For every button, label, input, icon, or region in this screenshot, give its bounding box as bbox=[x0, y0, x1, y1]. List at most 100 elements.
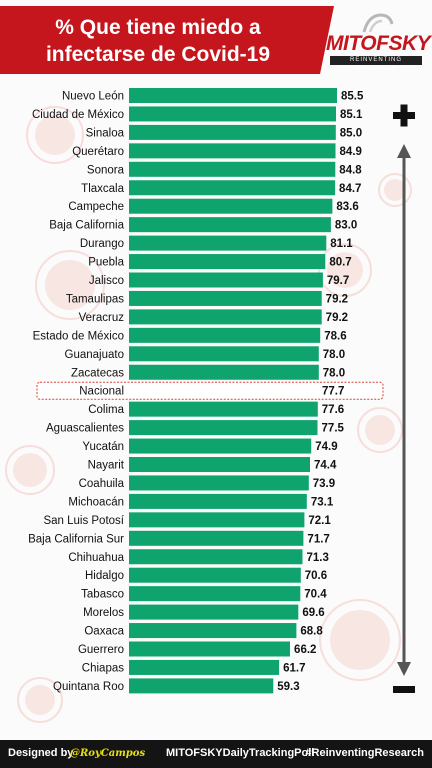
value-label: 73.9 bbox=[313, 478, 335, 490]
bar bbox=[129, 198, 333, 214]
category-label: Guerrero bbox=[78, 644, 124, 656]
bar bbox=[129, 623, 297, 639]
category-label: Chihuahua bbox=[68, 552, 124, 564]
bar bbox=[129, 217, 331, 233]
category-label: Nuevo León bbox=[62, 91, 124, 103]
footer-author: @RoyCampos bbox=[70, 748, 146, 759]
minus-icon bbox=[393, 686, 415, 693]
category-label: Puebla bbox=[88, 257, 124, 269]
value-label: 70.6 bbox=[305, 570, 327, 582]
bar bbox=[129, 438, 312, 454]
value-label: 85.0 bbox=[340, 127, 362, 139]
value-label: 85.1 bbox=[340, 109, 363, 121]
value-label: 70.4 bbox=[304, 589, 327, 601]
value-label: 71.3 bbox=[306, 552, 328, 564]
category-label: Tlaxcala bbox=[81, 183, 124, 195]
value-label: 84.7 bbox=[339, 183, 361, 195]
category-label: Ciudad de México bbox=[32, 109, 124, 121]
bar bbox=[129, 383, 318, 399]
value-label: 73.1 bbox=[311, 496, 334, 508]
bar bbox=[129, 346, 319, 362]
value-label: 81.1 bbox=[330, 238, 353, 250]
bar bbox=[129, 327, 321, 343]
value-label: 77.7 bbox=[322, 386, 344, 398]
title-banner: % Que tiene miedo a infectarse de Covid-… bbox=[0, 6, 334, 74]
value-label: 77.5 bbox=[322, 423, 345, 435]
category-label: Yucatán bbox=[82, 441, 124, 453]
value-label: 78.0 bbox=[323, 349, 345, 361]
scale-indicator bbox=[393, 104, 415, 693]
category-label: Tamaulipas bbox=[66, 293, 124, 305]
value-label: 85.5 bbox=[341, 91, 364, 103]
brand-name: MITOFSKY bbox=[326, 32, 431, 55]
category-label: San Luis Potosí bbox=[43, 515, 124, 527]
value-label: 79.7 bbox=[327, 275, 349, 287]
category-label: Querétaro bbox=[72, 146, 124, 158]
bar bbox=[129, 549, 303, 565]
footer-hashtag: #ReinventingResearch bbox=[305, 747, 424, 759]
category-label: Zacatecas bbox=[71, 367, 124, 379]
value-label: 80.7 bbox=[329, 257, 351, 269]
bar bbox=[129, 88, 337, 103]
bar bbox=[129, 143, 336, 159]
bar bbox=[129, 401, 318, 417]
value-label: 61.7 bbox=[283, 662, 305, 674]
category-label: Jalisco bbox=[89, 275, 124, 287]
bar bbox=[129, 272, 323, 288]
bar bbox=[129, 309, 322, 325]
value-label: 71.7 bbox=[307, 533, 329, 545]
value-label: 83.0 bbox=[335, 220, 357, 232]
value-label: 77.6 bbox=[322, 404, 344, 416]
category-label: Baja California bbox=[49, 220, 124, 232]
bar bbox=[129, 235, 327, 251]
bar bbox=[129, 659, 280, 675]
category-label: Chiapas bbox=[82, 662, 124, 674]
bar bbox=[129, 493, 307, 509]
brand-emblem-icon bbox=[362, 13, 394, 33]
bar bbox=[129, 290, 322, 306]
value-label: 66.2 bbox=[294, 644, 316, 656]
category-label: Estado de México bbox=[33, 330, 124, 342]
category-label: Nacional bbox=[79, 386, 124, 398]
value-label: 79.2 bbox=[326, 312, 348, 324]
value-label: 78.0 bbox=[323, 367, 345, 379]
category-label: Hidalgo bbox=[85, 570, 124, 582]
footer-poll-name: MITOFSKYDailyTrackingPoll bbox=[166, 747, 315, 759]
bar bbox=[129, 457, 310, 472]
category-label: Sonora bbox=[87, 164, 125, 176]
category-label: Michoacán bbox=[68, 496, 124, 508]
bar bbox=[129, 530, 304, 546]
category-label: Oaxaca bbox=[84, 626, 124, 638]
bar bbox=[129, 567, 301, 583]
value-label: 84.9 bbox=[340, 146, 362, 158]
bar bbox=[129, 512, 305, 528]
value-label: 59.3 bbox=[277, 681, 299, 693]
bar bbox=[129, 604, 299, 620]
bar bbox=[129, 641, 290, 657]
bar bbox=[129, 124, 336, 140]
category-label: Tabasco bbox=[81, 589, 124, 601]
value-label: 68.8 bbox=[300, 626, 323, 638]
value-label: 79.2 bbox=[326, 293, 348, 305]
value-label: 72.1 bbox=[308, 515, 331, 527]
category-label: Campeche bbox=[68, 201, 124, 213]
value-label: 74.9 bbox=[315, 441, 337, 453]
category-label: Aguascalientes bbox=[46, 423, 124, 435]
value-label: 69.6 bbox=[302, 607, 324, 619]
category-label: Nayarit bbox=[88, 460, 125, 472]
category-label: Colima bbox=[88, 404, 124, 416]
bar bbox=[129, 106, 336, 122]
footer-designed-by: Designed by bbox=[8, 747, 74, 759]
category-label: Baja California Sur bbox=[28, 533, 124, 545]
brand-tagline: REINVENTING RESEARCH bbox=[330, 56, 422, 72]
value-label: 78.6 bbox=[324, 330, 346, 342]
bar bbox=[129, 180, 336, 196]
category-label: Quintana Roo bbox=[53, 681, 124, 693]
category-label: Durango bbox=[80, 238, 124, 250]
category-label: Morelos bbox=[83, 607, 124, 619]
category-label: Sinaloa bbox=[86, 127, 125, 139]
bar bbox=[129, 161, 336, 177]
page-title: % Que tiene miedo a infectarse de Covid-… bbox=[45, 16, 271, 66]
